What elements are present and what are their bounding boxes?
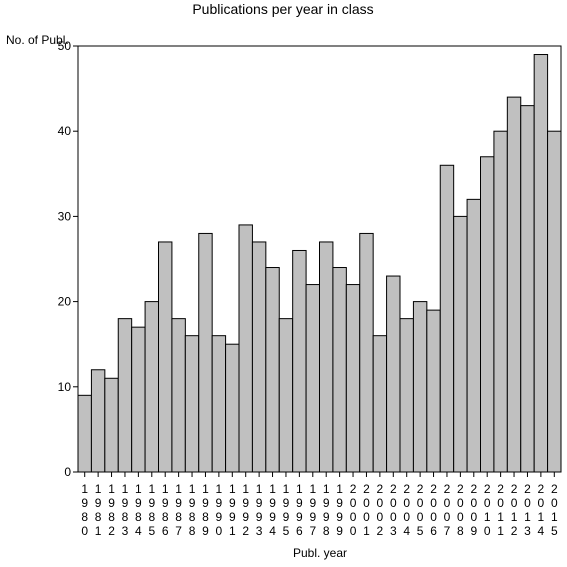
bar-1988 xyxy=(184,335,200,473)
bar-1994 xyxy=(265,267,280,473)
y-tick-label: 30 xyxy=(58,209,72,223)
y-tick-label: 0 xyxy=(64,465,71,479)
bar-2007 xyxy=(439,164,455,473)
bars-group xyxy=(77,54,562,473)
chart-title: Publications per year in class xyxy=(192,1,373,17)
bar-1986 xyxy=(158,241,173,473)
y-tick-label: 40 xyxy=(58,124,72,138)
bar-1987 xyxy=(171,318,186,473)
bar-1980 xyxy=(77,394,92,473)
bar-1989 xyxy=(198,232,213,473)
bar-1997 xyxy=(305,284,320,473)
bar-1998 xyxy=(319,241,334,473)
bar-1982 xyxy=(104,377,119,473)
bar-1983 xyxy=(117,318,133,473)
x-axis: 1 9 8 0 1 9 8 1 1 9 8 2 1 9 8 3 1 9 8 4 1 9 8 5 1 9 8 6 1 9 8 7 1 9 8 8 1 9 8 9… xyxy=(81,472,558,538)
bar-1995 xyxy=(278,318,294,473)
y-axis-label: No. of Publ. xyxy=(6,33,69,47)
bar-2002 xyxy=(372,335,388,473)
y-tick-label: 20 xyxy=(58,295,72,309)
bar-2001 xyxy=(359,232,374,473)
bar-2008 xyxy=(453,215,468,473)
bar-2011 xyxy=(493,130,508,473)
bar-1990 xyxy=(211,335,227,473)
bar-1996 xyxy=(292,249,307,473)
x-axis-label: Publ. year xyxy=(293,546,347,560)
bar-2004 xyxy=(399,318,414,473)
y-axis: 0 10 20 30 40 50 xyxy=(58,39,78,479)
bar-2006 xyxy=(426,309,441,473)
bar-2009 xyxy=(466,198,481,473)
bar-1999 xyxy=(332,267,347,473)
plot-frame xyxy=(77,45,562,473)
bar-2005 xyxy=(412,301,428,473)
bar-2012 xyxy=(506,96,522,473)
bar-1992 xyxy=(238,224,253,473)
bar-2015 xyxy=(547,130,562,473)
bar-1991 xyxy=(225,343,240,473)
bar-2010 xyxy=(480,156,495,473)
bar-1984 xyxy=(131,326,146,473)
bar-1993 xyxy=(251,241,267,473)
bar-1985 xyxy=(144,301,160,473)
bar-2003 xyxy=(386,275,401,473)
y-tick-label: 10 xyxy=(58,380,72,394)
bar-2000 xyxy=(345,284,361,473)
bar-2013 xyxy=(520,105,535,473)
y-tick-label: 50 xyxy=(58,39,72,53)
bar-2014 xyxy=(533,54,549,473)
bar-1981 xyxy=(90,369,106,473)
